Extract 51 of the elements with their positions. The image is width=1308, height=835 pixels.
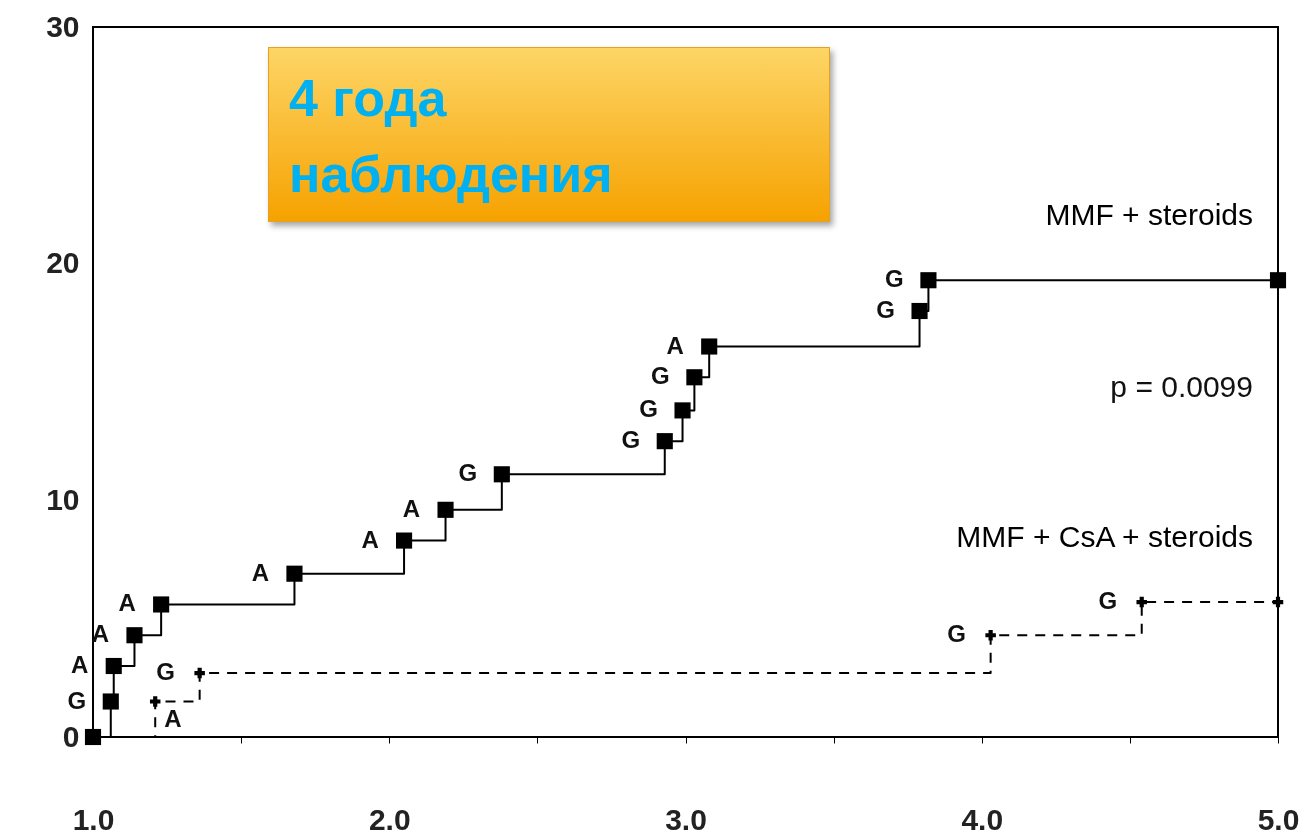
point [493, 466, 510, 483]
point [153, 596, 170, 613]
x-tick-label: 3.0 [665, 802, 707, 835]
y-tick-label: 0 [62, 719, 80, 753]
point [149, 696, 161, 707]
annotation: G [947, 620, 966, 648]
point [701, 338, 718, 355]
annotation: A [71, 651, 89, 678]
point [985, 629, 996, 641]
series-label: MMF + CsA + steroids [956, 520, 1253, 554]
annotation: G [639, 395, 658, 423]
annotation: G [885, 265, 904, 293]
annotation: A [118, 589, 136, 617]
point [920, 272, 937, 289]
x-tick-label: 2.0 [368, 802, 411, 835]
point [437, 501, 454, 518]
annotation: G [67, 686, 87, 714]
y-tick-label: 10 [46, 482, 80, 516]
annotation: G [156, 658, 175, 686]
annotation: A [402, 494, 421, 522]
y-tick-label: 30 [46, 9, 80, 43]
y-tick-label: 20 [46, 246, 80, 280]
point [105, 657, 122, 675]
point [194, 667, 205, 679]
x-tick-label: 4.0 [961, 802, 1004, 835]
point [656, 433, 673, 450]
annotation: A [164, 705, 182, 732]
x-tick-label: 5.0 [1257, 802, 1300, 835]
annotation: p = 0.0099 [1110, 370, 1253, 403]
point [102, 693, 119, 710]
note-box: 4 года наблюдения [268, 47, 830, 222]
annotation: G [458, 459, 478, 487]
annotation: G [651, 362, 670, 390]
annotation: A [666, 331, 684, 359]
point [126, 627, 143, 644]
annotation: G [621, 426, 641, 454]
x-tick-label: 1.0 [72, 802, 115, 835]
annotation: A [251, 558, 270, 586]
series-label: MMF + steroids [1045, 198, 1253, 232]
point [396, 532, 413, 549]
point [286, 565, 303, 582]
annotation: G [1098, 587, 1118, 615]
point [1269, 272, 1287, 289]
point [1272, 596, 1284, 608]
annotation: G [876, 296, 895, 323]
annotation: 4 года наблюдения [289, 68, 614, 205]
point [674, 402, 691, 419]
annotation: A [361, 525, 379, 553]
point [1136, 596, 1147, 608]
point [911, 302, 928, 320]
point [686, 369, 703, 386]
